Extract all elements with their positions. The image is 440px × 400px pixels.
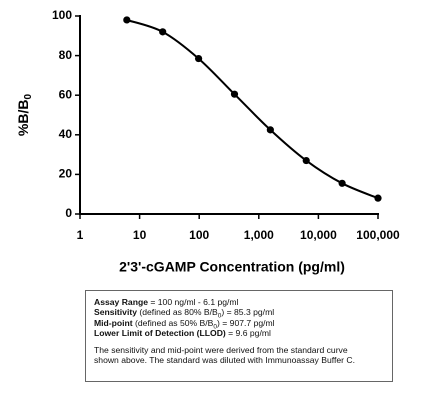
x-tick-label: 10: [133, 228, 147, 242]
info-text: (defined as 50% B/B: [132, 317, 214, 328]
y-tick-label: 60: [59, 87, 73, 101]
data-point: [194, 54, 203, 63]
data-point: [338, 179, 346, 187]
info-row: Lower Limit of Detection (LLOD) = 9.6 pg…: [94, 328, 384, 338]
y-axis-title: %B/B0: [15, 94, 34, 137]
info-label: Lower Limit of Detection (LLOD): [94, 328, 226, 339]
y-tick-label: 20: [59, 167, 73, 181]
info-text: ) = 907.7 pg/ml: [217, 317, 275, 328]
info-text: = 100 ng/ml - 6.1 pg/ml: [147, 297, 239, 307]
info-note: The sensitivity and mid-point were deriv…: [94, 345, 384, 366]
info-text: 0: [213, 323, 218, 331]
info-rows: Assay Range = 100 ng/ml - 6.1 pg/ml Sensi…: [94, 297, 384, 339]
data-point: [159, 28, 167, 36]
info-text: (defined as 80% B/B: [137, 307, 218, 318]
x-tick-label: 100,000: [356, 228, 400, 242]
info-label: Sensitivity: [94, 307, 137, 318]
chart: 2'3'-cGAMP Concentration (pg/ml) %B/B0 0…: [15, 8, 400, 275]
x-axis-title: 2'3'-cGAMP Concentration (pg/ml): [119, 259, 345, 275]
x-tick-label: 10,000: [300, 228, 337, 242]
data-point: [302, 156, 310, 165]
x-tick-label: 100: [189, 228, 209, 242]
y-axis-title-sub: 0: [23, 94, 34, 100]
info-text: 0: [217, 313, 222, 321]
y-tick-label: 0: [65, 206, 72, 220]
y-tick-label: 100: [52, 8, 72, 22]
data-point: [230, 90, 239, 98]
info-row: Mid-point (defined as 50% B/B0) = 907.7 …: [94, 317, 384, 331]
x-tick-label: 1: [77, 228, 84, 242]
y-axis-title-main: %B/B: [15, 100, 31, 137]
info-label: Assay Range: [94, 297, 148, 307]
info-label: Mid-point: [94, 317, 133, 328]
data-point: [123, 16, 131, 24]
y-tick-label: 40: [59, 127, 73, 141]
fit-curve: [126, 19, 379, 200]
x-tick-label: 1,000: [244, 228, 274, 242]
info-text: ) = 85.3 pg/ml: [221, 307, 275, 318]
data-point: [266, 126, 274, 134]
note-line: shown above. The standard was diluted wi…: [94, 355, 355, 366]
info-row: Assay Range = 100 ng/ml - 6.1 pg/ml: [94, 297, 384, 307]
data-point: [374, 194, 382, 202]
y-tick-label: 80: [59, 48, 73, 62]
info-box: Assay Range = 100 ng/ml - 6.1 pg/ml Sensi…: [85, 290, 393, 382]
info-row: Sensitivity (defined as 80% B/B0) = 85.3…: [94, 307, 384, 321]
note-line: The sensitivity and mid-point were deriv…: [94, 344, 348, 355]
info-text: = 9.6 pg/ml: [225, 328, 271, 339]
